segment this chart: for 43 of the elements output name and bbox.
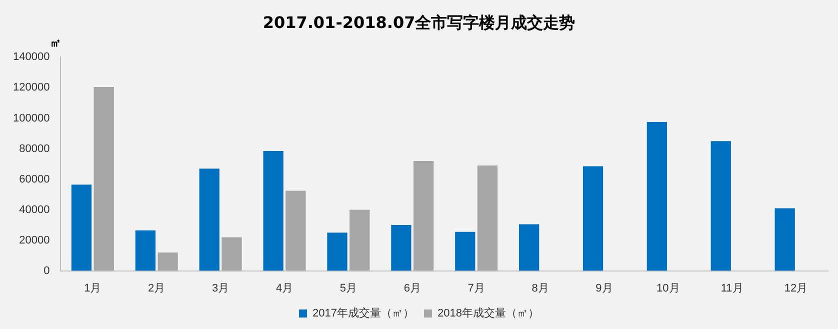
x-tick-label: 11月 [720,282,744,294]
x-tick-label: 3月 [212,282,230,294]
x-tick-label: 12月 [784,282,808,294]
y-tick-label: 80000 [19,142,50,155]
bar [391,225,412,271]
y-tick-label: 0 [44,264,50,277]
bar [158,252,178,271]
bar [774,208,795,271]
bar [646,122,668,271]
bar [94,86,114,271]
bar [519,224,540,271]
x-tick-label: 1月 [84,282,102,294]
x-tick-label: 2月 [148,282,166,294]
y-axis-title: ㎡ [50,36,61,50]
x-tick-label: 6月 [404,282,421,294]
x-tick-label: 10月 [656,282,680,294]
bar [199,168,220,271]
x-tick-label: 9月 [596,282,613,294]
chart-title: 2017.01-2018.07全市写字楼月成交走势 [262,12,576,32]
y-tick-label: 100000 [12,112,50,124]
bar [71,184,92,271]
y-tick-label: 120000 [12,82,50,94]
bar [350,210,370,271]
x-tick-label: 8月 [532,282,549,294]
bar [477,166,498,271]
bar [414,160,434,271]
bar [582,166,604,271]
y-tick-label: 20000 [19,234,50,246]
y-tick-label: 60000 [19,173,50,186]
x-tick-label: 7月 [468,282,485,294]
x-tick-label: 5月 [340,282,358,294]
bar [455,232,476,271]
bar [710,141,731,271]
bar [135,230,156,271]
legend-label: 2017年成交量（㎡） [312,306,414,320]
legend-label: 2018年成交量（㎡） [438,306,539,320]
y-tick-label: 140000 [12,51,50,64]
bar [263,151,284,271]
bar [327,232,348,271]
x-tick-label: 4月 [276,282,294,294]
bar [286,190,306,271]
y-tick-label: 40000 [19,204,50,216]
bar [222,237,242,271]
